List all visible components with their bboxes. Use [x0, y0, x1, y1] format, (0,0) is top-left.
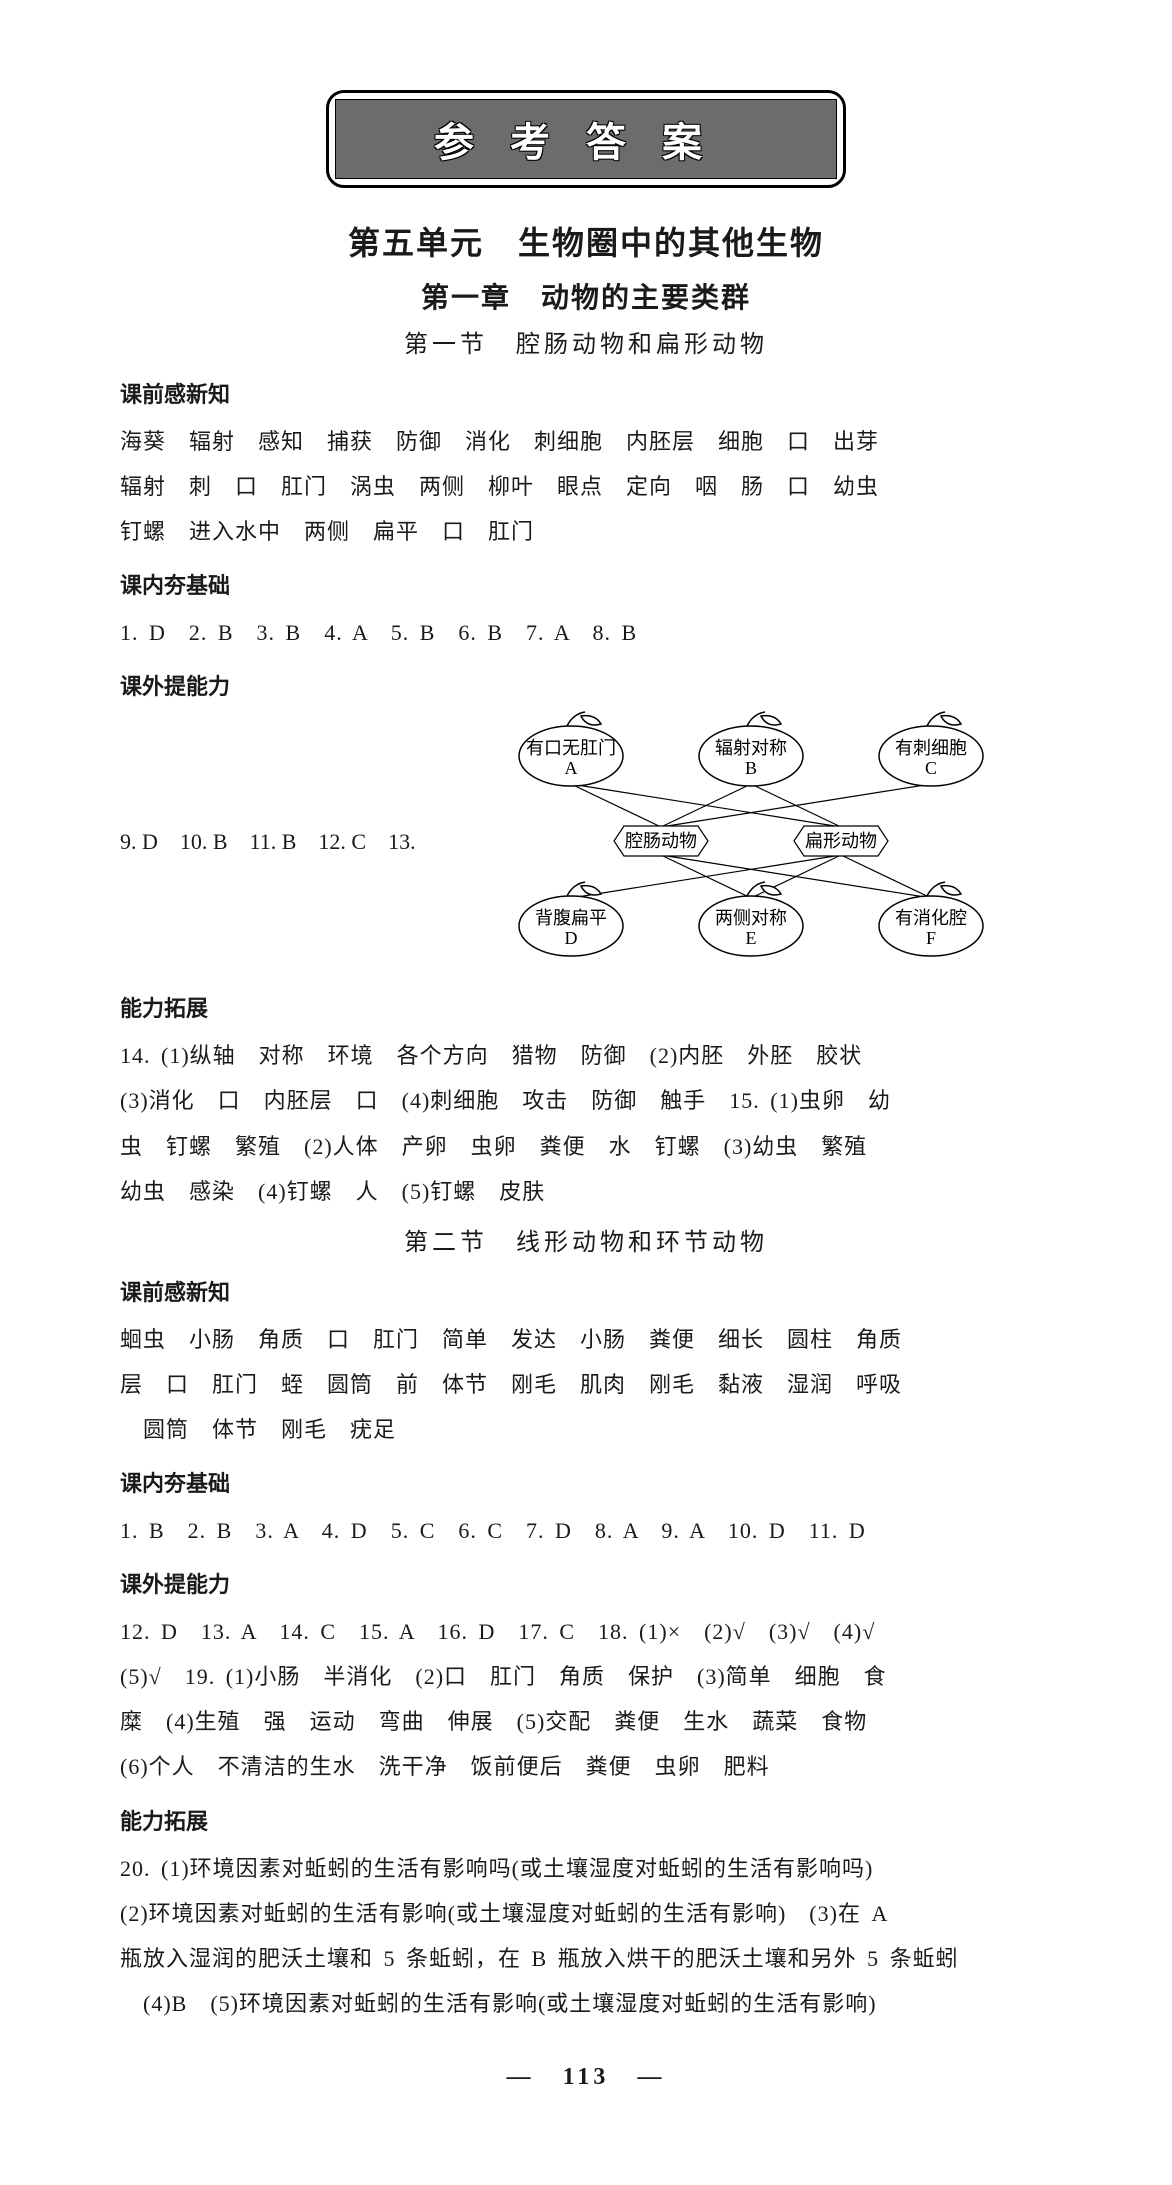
diagram-top-0: 有口无肛门A	[519, 712, 623, 786]
svg-text:背腹扁平: 背腹扁平	[535, 908, 607, 928]
s1-pre-line: 辐射 刺 口 肛门 涡虫 两侧 柳叶 眼点 定向 咽 肠 口 幼虫	[120, 464, 1052, 509]
diagram-mid-1: 扁形动物	[794, 826, 888, 856]
s1-pre-line: 海葵 辐射 感知 捕获 防御 消化 刺细胞 内胚层 细胞 口 出芽	[120, 419, 1052, 464]
svg-text:辐射对称: 辐射对称	[715, 738, 787, 758]
s2-ext-line: (6)个人 不清洁的生水 洗干净 饭前便后 粪便 虫卵 肥料	[120, 1744, 1052, 1789]
svg-text:F: F	[926, 928, 936, 948]
s2-foundation-answers: 1. B 2. B 3. A 4. D 5. C 6. C 7. D 8. A …	[120, 1508, 1052, 1553]
s1-preknowing-block: 海葵 辐射 感知 捕获 防御 消化 刺细胞 内胚层 细胞 口 出芽辐射 刺 口 …	[120, 419, 1052, 554]
s1-exp-line: (3)消化 口 内胚层 口 (4)刺细胞 攻击 防御 触手 15. (1)虫卵 …	[120, 1078, 1052, 1123]
s1-pre-line: 钉螺 进入水中 两侧 扁平 口 肛门	[120, 509, 1052, 554]
s2-exp-line: 瓶放入湿润的肥沃土壤和 5 条蚯蚓，在 B 瓶放入烘干的肥沃土壤和另外 5 条蚯…	[120, 1936, 1052, 1981]
s1-q9-13-text: 9. D 10. B 11. B 12. C 13.	[120, 819, 450, 864]
s1-diagram-wrap: 腔肠动物 扁形动物 有口无肛门A 辐射对称B 有刺细胞C 背腹扁平D 两侧对称E 有消化腔F	[450, 711, 1052, 971]
s1-ability-block: 14. (1)纵轴 对称 环境 各个方向 猎物 防御 (2)内胚 外胚 胶状(3…	[120, 1033, 1052, 1213]
chapter-title: 第一章 动物的主要类群	[120, 276, 1052, 316]
svg-text:D: D	[565, 928, 578, 948]
s2-extend-block: 12. D 13. A 14. C 15. A 16. D 17. C 18. …	[120, 1609, 1052, 1789]
classification-diagram: 腔肠动物 扁形动物 有口无肛门A 辐射对称B 有刺细胞C 背腹扁平D 两侧对称E 有消化腔F	[471, 711, 1031, 971]
s2-pre-line: 层 口 肛门 蛭 圆筒 前 体节 刚毛 肌肉 刚毛 黏液 湿润 呼吸	[120, 1362, 1052, 1407]
svg-text:腔肠动物: 腔肠动物	[625, 831, 697, 851]
s2-exp-line: (4)B (5)环境因素对蚯蚓的生活有影响(或土壤湿度对蚯蚓的生活有影响)	[120, 1981, 1052, 2026]
unit-title: 第五单元 生物圈中的其他生物	[120, 218, 1052, 264]
diagram-mid-0: 腔肠动物	[614, 826, 708, 856]
s2-preknowing-block: 蛔虫 小肠 角质 口 肛门 简单 发达 小肠 粪便 细长 圆柱 角质层 口 肛门…	[120, 1317, 1052, 1452]
title-banner-text: 参考答案	[335, 99, 837, 179]
svg-text:A: A	[565, 758, 578, 778]
svg-text:C: C	[925, 758, 937, 778]
s1-preknowing-heading: 课前感新知	[120, 377, 1052, 409]
s2-ability-block: 20. (1)环境因素对蚯蚓的生活有影响吗(或土壤湿度对蚯蚓的生活有影响吗)(2…	[120, 1846, 1052, 2026]
svg-text:B: B	[745, 758, 757, 778]
diagram-top-1: 辐射对称B	[699, 712, 803, 786]
s2-pre-line: 蛔虫 小肠 角质 口 肛门 简单 发达 小肠 粪便 细长 圆柱 角质	[120, 1317, 1052, 1362]
section-1-title: 第一节 腔肠动物和扁形动物	[120, 324, 1052, 359]
s2-ext-line: 糜 (4)生殖 强 运动 弯曲 伸展 (5)交配 粪便 生水 蔬菜 食物	[120, 1699, 1052, 1744]
s2-ability-heading: 能力拓展	[120, 1804, 1052, 1836]
svg-text:E: E	[746, 928, 757, 948]
s2-foundation-heading: 课内夯基础	[120, 1466, 1052, 1498]
svg-text:有消化腔: 有消化腔	[895, 908, 967, 928]
s2-preknowing-heading: 课前感新知	[120, 1275, 1052, 1307]
svg-text:两侧对称: 两侧对称	[715, 908, 787, 928]
s2-ext-line: (5)√ 19. (1)小肠 半消化 (2)口 肛门 角质 保护 (3)简单 细…	[120, 1654, 1052, 1699]
s1-ability-heading: 能力拓展	[120, 991, 1052, 1023]
page-number: — 113 —	[120, 2056, 1052, 2091]
diagram-top-2: 有刺细胞C	[879, 712, 983, 786]
section-2-title: 第二节 线形动物和环节动物	[120, 1222, 1052, 1257]
s1-q9-13-row: 9. D 10. B 11. B 12. C 13. 腔肠动物 扁形动物 有口无肛门…	[120, 711, 1052, 971]
s2-extend-heading: 课外提能力	[120, 1567, 1052, 1599]
diagram-bot-0: 背腹扁平D	[519, 882, 623, 956]
diagram-bot-1: 两侧对称E	[699, 882, 803, 956]
s1-foundation-answers: 1. D 2. B 3. B 4. A 5. B 6. B 7. A 8. B	[120, 610, 1052, 655]
s2-exp-line: (2)环境因素对蚯蚓的生活有影响(或土壤湿度对蚯蚓的生活有影响) (3)在 A	[120, 1891, 1052, 1936]
s2-pre-line: 圆筒 体节 刚毛 疣足	[120, 1407, 1052, 1452]
svg-text:有刺细胞: 有刺细胞	[895, 738, 967, 758]
s1-exp-line: 幼虫 感染 (4)钉螺 人 (5)钉螺 皮肤	[120, 1169, 1052, 1214]
s1-extend-heading: 课外提能力	[120, 669, 1052, 701]
diagram-bot-2: 有消化腔F	[879, 882, 983, 956]
title-banner-box: 参考答案	[326, 90, 846, 188]
s2-exp-line: 20. (1)环境因素对蚯蚓的生活有影响吗(或土壤湿度对蚯蚓的生活有影响吗)	[120, 1846, 1052, 1891]
s1-exp-line: 14. (1)纵轴 对称 环境 各个方向 猎物 防御 (2)内胚 外胚 胶状	[120, 1033, 1052, 1078]
s1-foundation-heading: 课内夯基础	[120, 568, 1052, 600]
svg-text:有口无肛门: 有口无肛门	[526, 738, 616, 758]
s1-exp-line: 虫 钉螺 繁殖 (2)人体 产卵 虫卵 粪便 水 钉螺 (3)幼虫 繁殖	[120, 1124, 1052, 1169]
s2-ext-line: 12. D 13. A 14. C 15. A 16. D 17. C 18. …	[120, 1609, 1052, 1654]
svg-text:扁形动物: 扁形动物	[805, 831, 877, 851]
